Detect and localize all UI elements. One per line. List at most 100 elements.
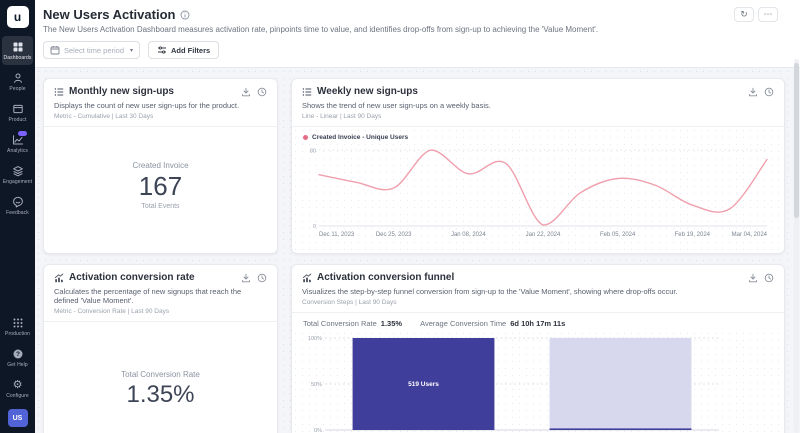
svg-text:100%: 100% (308, 336, 322, 342)
card-title: Monthly new sign-ups (69, 86, 174, 97)
main-area: New Users Activation ↻ ⋯ The New Users A… (35, 0, 800, 433)
add-filters-button[interactable]: Add Filters (148, 41, 220, 59)
analytics-icon (12, 135, 23, 145)
logo-letter: u (13, 10, 22, 24)
trend-icon (302, 273, 312, 282)
stat-value: 1.35% (380, 319, 403, 328)
time-period-placeholder: Select time period (64, 45, 125, 55)
stat-label: Average Conversion Time (420, 319, 507, 328)
kpi-label: Created Invoice (132, 161, 189, 170)
sidebar-item-label: Engagement (2, 179, 33, 185)
svg-text:Dec 25, 2023: Dec 25, 2023 (376, 232, 412, 238)
refresh-icon: ↻ (740, 9, 748, 19)
clock-icon[interactable] (764, 273, 774, 283)
sidebar-item-people[interactable]: People (2, 67, 33, 96)
sidebar-item-label: Dashboards (3, 55, 32, 61)
sidebar-item-product[interactable]: Product (2, 98, 33, 127)
stat-label: Total Conversion Rate (303, 319, 377, 328)
svg-text:Jan 22, 2024: Jan 22, 2024 (526, 232, 561, 238)
svg-text:?: ? (16, 351, 20, 358)
card-title: Activation conversion funnel (317, 272, 455, 283)
card-title: Weekly new sign-ups (317, 86, 418, 97)
people-icon (13, 73, 22, 83)
analytics-badge (18, 131, 27, 136)
sidebar-item-production[interactable]: Production (2, 312, 33, 341)
sidebar-nav: Dashboards People Product Analytics Enga… (0, 35, 35, 221)
title-info-icon[interactable] (180, 10, 190, 20)
sidebar-item-engagement[interactable]: Engagement (2, 160, 33, 189)
card-weekly-signups: Weekly new sign-ups Shows the trend of n… (291, 78, 785, 254)
svg-text:Mar 04, 2024: Mar 04, 2024 (732, 232, 768, 238)
card-description: Calculates the percentage of new signups… (54, 287, 242, 305)
gear-icon: ⚙ (12, 379, 23, 391)
sidebar-item-label: Configure (6, 393, 29, 399)
card-actions (241, 273, 267, 283)
page-description: The New Users Activation Dashboard measu… (43, 25, 599, 34)
card-description: Visualizes the step-by-step funnel conve… (302, 287, 678, 296)
trend-icon (54, 273, 64, 282)
page-header: New Users Activation ↻ ⋯ The New Users A… (35, 0, 800, 68)
metric-icon (54, 87, 64, 96)
card-header: Monthly new sign-ups Displays the count … (44, 79, 277, 127)
download-icon[interactable] (748, 273, 758, 283)
card-description: Displays the count of new user sign-ups … (54, 101, 240, 110)
kpi-value: 1.35% (126, 381, 195, 408)
svg-text:Dec 11, 2023: Dec 11, 2023 (319, 232, 355, 238)
ellipsis-icon: ⋯ (763, 9, 773, 19)
product-icon (12, 104, 23, 114)
engagement-icon (12, 166, 23, 177)
download-icon[interactable] (241, 87, 251, 97)
sidebar-item-configure[interactable]: ⚙ Configure (2, 374, 33, 403)
funnel-chart-area: 100%50%0%519 Users1. Created Invoice2. C… (292, 330, 784, 433)
card-title: Activation conversion rate (69, 272, 195, 283)
svg-text:Feb 05, 2024: Feb 05, 2024 (600, 232, 636, 238)
download-icon[interactable] (241, 273, 251, 283)
svg-text:Jan 08, 2024: Jan 08, 2024 (451, 232, 486, 238)
download-icon[interactable] (748, 87, 758, 97)
clock-icon[interactable] (257, 87, 267, 97)
svg-text:Feb 19, 2024: Feb 19, 2024 (675, 232, 711, 238)
line-chart-area: Created Invoice - Unique Users 80 0 Dec 11… (292, 127, 784, 253)
help-icon: ? (13, 349, 22, 359)
sidebar-item-label: Product (8, 117, 27, 123)
stat-value: 6d 10h 17m 11s (510, 319, 566, 328)
clock-icon[interactable] (764, 87, 774, 97)
svg-text:50%: 50% (311, 382, 322, 388)
card-monthly-signups: Monthly new sign-ups Displays the count … (43, 78, 278, 254)
sidebar: u Dashboards People Product Analytics (0, 0, 35, 433)
card-conversion-funnel: Activation conversion funnel Visualizes … (291, 264, 785, 433)
more-options-button[interactable]: ⋯ (758, 7, 778, 22)
sidebar-item-feedback[interactable]: Feedback (2, 191, 33, 220)
chart-legend: Created Invoice - Unique Users (303, 134, 773, 141)
page-title: New Users Activation (43, 7, 176, 22)
card-header: Weekly new sign-ups Shows the trend of n… (292, 79, 784, 127)
app-logo[interactable]: u (6, 6, 29, 28)
sidebar-item-analytics[interactable]: Analytics (2, 129, 33, 158)
sidebar-item-get-help[interactable]: ? Get Help (2, 343, 33, 372)
sidebar-item-dashboards[interactable]: Dashboards (2, 36, 33, 65)
sidebar-item-label: Analytics (7, 148, 28, 154)
kpi-body: Total Conversion Rate 1.35% (44, 322, 277, 433)
scrollbar-thumb[interactable] (794, 63, 799, 218)
kpi-body: Created Invoice 167 Total Events (44, 127, 277, 253)
user-avatar[interactable]: US (7, 409, 28, 427)
sidebar-item-label: Get Help (7, 362, 28, 368)
card-header: Activation conversion funnel Visualizes … (292, 265, 784, 313)
legend-dot (303, 135, 308, 140)
card-meta: Conversion Steps | Last 90 Days (302, 299, 397, 306)
kpi-label: Total Conversion Rate (121, 370, 200, 379)
metric-icon (302, 87, 312, 96)
stat-total-conversion-rate: Total Conversion Rate 1.35% (303, 319, 402, 328)
sidebar-item-label: Production (5, 331, 30, 337)
clock-icon[interactable] (257, 273, 267, 283)
feedback-icon (12, 196, 23, 208)
card-actions (748, 87, 774, 97)
add-filters-label: Add Filters (171, 45, 211, 55)
svg-text:0%: 0% (314, 428, 322, 433)
filter-sliders-icon (158, 46, 166, 54)
card-actions (748, 273, 774, 283)
avatar-initials: US (12, 414, 23, 422)
refresh-button[interactable]: ↻ (734, 7, 754, 22)
time-period-select[interactable]: Select time period ▾ (43, 41, 140, 59)
card-meta: Metric - Cumulative | Last 30 Days (54, 113, 154, 120)
